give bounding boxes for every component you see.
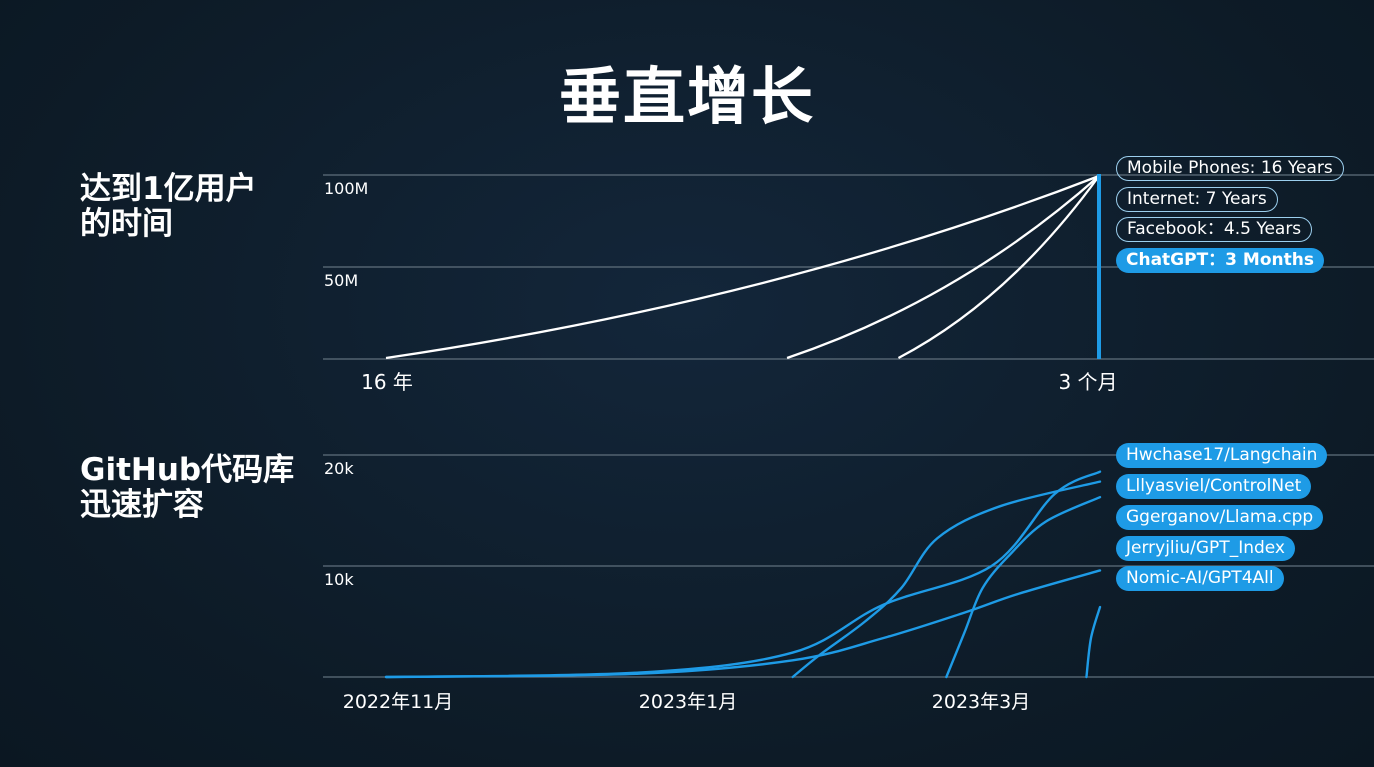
users-y-tick-label: 100M: [324, 179, 368, 198]
github-x-tick-label: 2023年1月: [639, 691, 737, 713]
users-legend-facebook-4-5-years: Facebook：4.5 Years: [1116, 217, 1313, 242]
section-label-github: GitHub代码库 迅速扩容: [80, 452, 295, 523]
github-legend-jerryjliu-gpt-index: Jerryjliu/GPT_Index: [1116, 536, 1295, 561]
github-legend-hwchase17-langchain: Hwchase17/Langchain: [1116, 443, 1328, 468]
slide-title: 垂直增长: [558, 60, 815, 133]
github-series-nomic-ai-gpt4all: [1085, 605, 1102, 679]
users-series-internet-7-years: [786, 175, 1100, 360]
github-series-lllyasviel-controlnet: [791, 480, 1102, 679]
users-series-mobile-phones-16-years: [385, 174, 1100, 360]
users-x-tick-label: 16 年: [361, 370, 413, 394]
github-x-tick-label: 2023年3月: [932, 691, 1030, 713]
github-legend-ggerganov-llama-cpp: Ggerganov/Llama.cpp: [1116, 505, 1324, 530]
github-legend-nomic-ai-gpt4all: Nomic-AI/GPT4All: [1116, 566, 1284, 591]
github-series-jerryjliu-gpt-index: [384, 569, 1102, 679]
users-series-facebook-4-5-years: [897, 175, 1100, 360]
section-label-users: 达到1亿用户 的时间: [80, 171, 257, 242]
github-y-tick-label: 20k: [324, 459, 354, 478]
github-x-tick-label: 2022年11月: [343, 691, 454, 713]
github-legend-lllyasviel-controlnet: Lllyasviel/ControlNet: [1116, 474, 1312, 499]
users-chart: 100M 50M 16 年 3 个月: [323, 174, 1374, 394]
users-legend-chatgpt-3-months: ChatGPT：3 Months: [1116, 248, 1324, 273]
users-legend-mobile-phones-16-years: Mobile Phones: 16 Years: [1116, 156, 1344, 181]
github-y-tick-label: 10k: [324, 570, 354, 589]
users-x-tick-label: 3 个月: [1058, 370, 1117, 394]
users-legend-internet-7-years: Internet: 7 Years: [1116, 187, 1278, 212]
users-y-tick-label: 50M: [324, 271, 358, 290]
github-series-ggerganov-llama-cpp: [945, 495, 1102, 679]
